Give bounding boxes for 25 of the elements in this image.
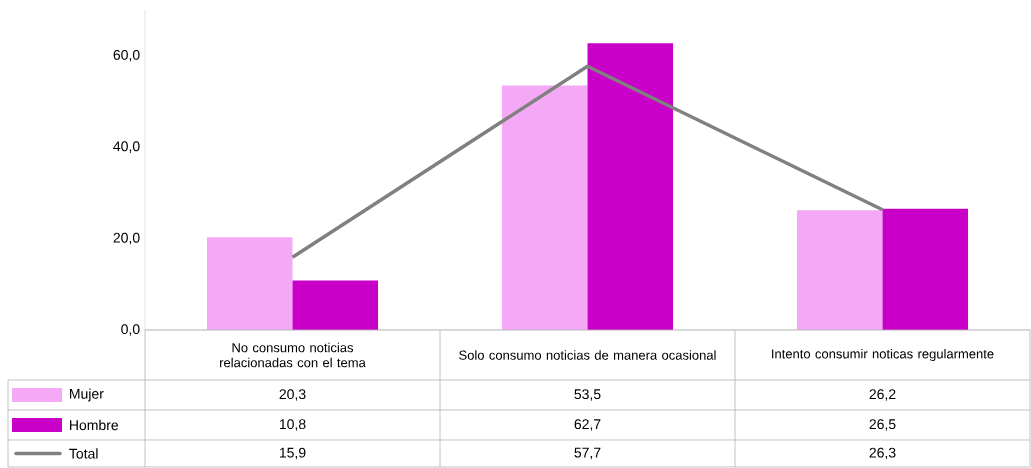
- y-tick-label: 0,0: [121, 324, 140, 336]
- legend-label: Hombre: [70, 419, 119, 431]
- y-tick-label: 40,0: [113, 141, 140, 153]
- data-label: 20,3: [279, 389, 306, 401]
- data-label: 26,2: [869, 389, 896, 401]
- bar: [882, 208, 969, 330]
- y-tick-label: 60,0: [113, 49, 140, 62]
- bar: [206, 237, 293, 330]
- legend-label: Total: [69, 448, 98, 459]
- data-label: 15,9: [279, 447, 306, 460]
- bar: [796, 210, 883, 330]
- x-tick-label: Intento consumir noticas regularmente: [772, 348, 994, 362]
- bar: [292, 280, 379, 330]
- x-tick-label: Solo consumo noticias de manera ocasional: [459, 350, 716, 360]
- data-label: 57,7: [574, 447, 601, 460]
- x-tick-label: No consumo noticias relacionadas con el tema: [220, 342, 366, 368]
- data-label: 62,7: [574, 419, 601, 431]
- data-label: 26,3: [869, 447, 896, 460]
- data-label: 53,5: [574, 389, 601, 401]
- legend-label: Mujer: [70, 388, 104, 402]
- data-label: 26,5: [869, 419, 896, 431]
- data-label: 10,8: [279, 419, 306, 431]
- bar: [587, 43, 674, 330]
- bar: [501, 85, 588, 330]
- y-tick-label: 20,0: [113, 232, 140, 245]
